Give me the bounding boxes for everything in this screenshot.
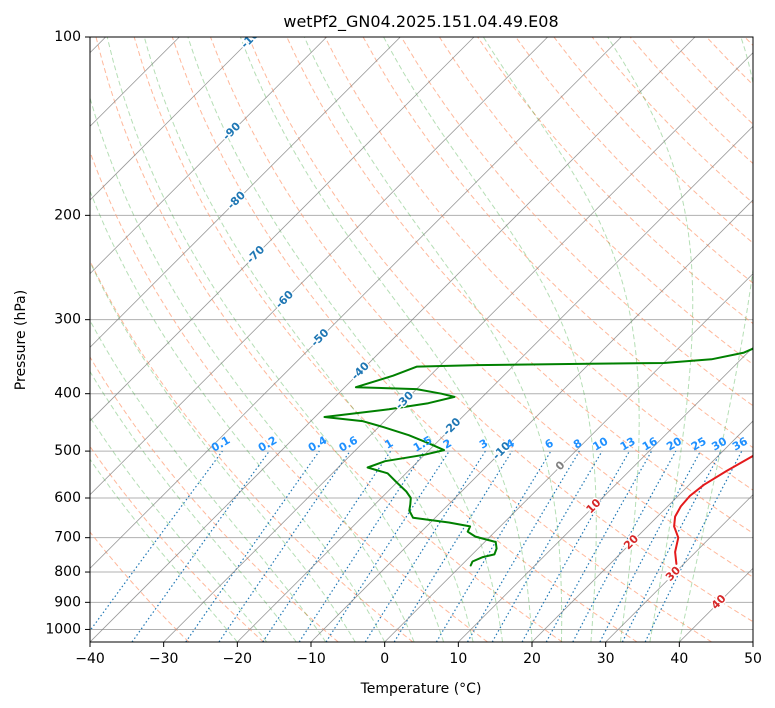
dry-adiabat-line <box>90 531 190 642</box>
mixing-ratio-line <box>131 450 270 642</box>
isotherm-line <box>90 37 401 348</box>
isotherm-line <box>90 37 696 642</box>
dry-adiabat-line <box>438 37 753 366</box>
y-tick-label: 100 <box>54 29 81 45</box>
mixing-ratio-line <box>572 450 677 642</box>
moist-adiabat-line <box>106 37 445 642</box>
x-axis-label: Temperature (°C) <box>360 681 482 697</box>
dry-adiabat-line <box>90 150 488 642</box>
y-tick-label: 800 <box>54 564 81 580</box>
isotherm-line <box>90 37 254 201</box>
moist-adiabat-line <box>383 37 597 642</box>
isotherm-line <box>310 199 753 642</box>
x-tick-label: −40 <box>75 651 105 667</box>
y-tick-label: 600 <box>54 490 81 506</box>
x-tick-label: −30 <box>149 651 179 667</box>
moist-adiabats <box>90 37 753 642</box>
moist-adiabat-line <box>187 37 503 642</box>
dry-adiabat-line <box>248 37 753 578</box>
isotherm-line <box>237 125 753 642</box>
dry-adiabat-line <box>133 37 638 642</box>
mixing-ratio-lines <box>90 450 743 642</box>
x-tick-label: 0 <box>380 651 389 667</box>
dry-adiabat-line <box>90 356 339 642</box>
x-tick-label: −20 <box>223 651 253 667</box>
x-tick-label: 30 <box>597 651 615 667</box>
y-axis-label: Pressure (hPa) <box>13 290 29 390</box>
mixing-ratio-line <box>521 450 631 642</box>
y-tick-label: 900 <box>54 594 81 610</box>
dry-adiabat-line <box>171 37 712 642</box>
mixing-ratio-line <box>298 450 425 642</box>
x-tick-label: 40 <box>670 651 688 667</box>
moist-adiabat-line <box>303 37 563 642</box>
isotherm-line <box>90 37 622 569</box>
isotherm-grid <box>90 37 753 642</box>
x-tick-label: 20 <box>523 651 541 667</box>
moist-adiabat-line <box>90 189 386 642</box>
y-tick-label: 700 <box>54 530 81 546</box>
moist-adiabat-line <box>239 37 533 642</box>
moist-adiabat-line <box>90 416 268 642</box>
mixing-ratio-line <box>218 450 351 642</box>
y-tick-label: 1000 <box>45 621 81 637</box>
mixing-ratio-line <box>393 450 513 642</box>
mixing-ratio-line <box>90 450 223 632</box>
isotherm-line <box>90 37 327 275</box>
isotherm-line <box>531 420 753 642</box>
moist-adiabat-line <box>90 319 327 642</box>
chart-title: wetPf2_GN04.2025.151.04.49.E08 <box>283 12 558 32</box>
y-tick-label: 200 <box>54 207 81 223</box>
y-tick-label: 400 <box>54 386 81 402</box>
dry-adiabat-line <box>210 37 753 623</box>
moist-adiabat-line <box>90 260 356 642</box>
isotherm-line <box>90 37 475 422</box>
x-tick-label: 10 <box>449 651 467 667</box>
moist-adiabat-line <box>482 37 640 642</box>
moist-adiabat-line <box>607 37 694 642</box>
isotherm-line <box>163 52 753 642</box>
isotherm-line <box>458 346 753 642</box>
moist-adiabat-line <box>678 37 753 642</box>
y-tick-label: 500 <box>54 443 81 459</box>
x-axis-ticks: −40 −30 −20 −10 0 10 20 30 40 50 <box>75 642 762 667</box>
dry-adiabat-line <box>515 37 753 284</box>
dry-adiabat-line <box>324 37 753 491</box>
moist-adiabat-line <box>90 458 238 642</box>
y-axis-ticks: 100 200 300 400 500 600 700 800 900 1000 <box>45 29 90 637</box>
mixing-ratio-line <box>185 450 320 642</box>
temperature-line <box>673 454 753 565</box>
profile-series <box>323 347 753 567</box>
dry-adiabat-line <box>90 445 264 642</box>
isotherm-line <box>605 494 753 642</box>
isotherm-line <box>90 37 548 496</box>
mixing-ratio-line <box>644 450 743 642</box>
mixing-ratio-line <box>325 450 450 642</box>
isotherm-line <box>384 273 753 642</box>
x-tick-label: 50 <box>744 651 762 667</box>
isobar-grid <box>90 214 753 630</box>
plot-background <box>90 37 753 642</box>
y-tick-label: 300 <box>54 312 81 328</box>
dewpoint-line <box>323 347 753 567</box>
dry-adiabat-line <box>95 37 563 642</box>
mixing-ratio-line <box>545 450 653 642</box>
x-tick-label: −10 <box>296 651 326 667</box>
mixing-ratio-line <box>262 450 392 642</box>
moist-adiabat-line <box>143 37 474 642</box>
plot-frame <box>89 36 754 643</box>
dry-adiabat-line <box>400 37 753 407</box>
